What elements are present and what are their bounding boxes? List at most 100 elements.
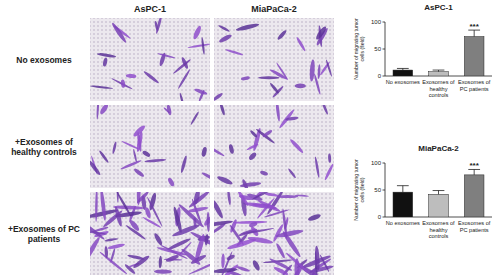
- stained-cell: [142, 150, 151, 158]
- y-tick-label: 100: [371, 160, 382, 166]
- micrograph: [90, 105, 210, 188]
- stained-cell: [166, 105, 172, 116]
- stained-cell: [228, 144, 234, 154]
- text-line: PC patients: [460, 227, 489, 233]
- stained-cell: [214, 92, 224, 101]
- text-line: healthy: [429, 86, 447, 92]
- micrograph: [214, 18, 334, 101]
- stained-cell: [143, 70, 160, 84]
- micrograph: [214, 192, 334, 275]
- stained-cell: [264, 209, 290, 218]
- stained-cell: [251, 259, 261, 271]
- stained-cell: [317, 64, 321, 79]
- stained-cell: [275, 242, 286, 259]
- stained-cell: [214, 145, 225, 157]
- stained-cell: [124, 263, 136, 275]
- text-line: No exosomes: [16, 55, 72, 65]
- stained-cell: [90, 228, 107, 235]
- y-tick: [383, 76, 386, 77]
- stained-cell: [226, 254, 236, 262]
- error-stem: [402, 186, 403, 192]
- error-stem: [438, 191, 439, 195]
- stained-cell: [120, 159, 142, 170]
- stained-cell: [177, 69, 191, 90]
- text-line: Exosomes of: [422, 220, 455, 226]
- micrograph: [214, 105, 334, 188]
- stained-cell: [136, 131, 144, 152]
- bar: [464, 37, 484, 76]
- stained-cell: [179, 93, 185, 101]
- stained-cell: [167, 237, 192, 251]
- micrograph: [90, 192, 210, 275]
- y-tick: [383, 163, 386, 164]
- stained-cell: [328, 153, 331, 162]
- error-bar: [397, 186, 409, 192]
- stained-cell: [133, 149, 138, 163]
- stained-cell: [235, 22, 259, 32]
- y-tick: [383, 190, 386, 191]
- stained-cell: [165, 254, 179, 263]
- stained-cell: [315, 25, 328, 41]
- stained-cell: [132, 254, 151, 269]
- significance: ***: [469, 161, 479, 170]
- stained-cell: [95, 192, 98, 222]
- text-line: cells (field): [359, 36, 365, 61]
- stained-cell: [237, 192, 250, 207]
- y-tick: [383, 49, 386, 50]
- figure: AsPC-1MiaPaCa-2No exosomes+Exosomes ofhe…: [0, 0, 500, 279]
- y-tick: [383, 217, 386, 218]
- y-tick: [383, 22, 386, 23]
- stained-cell: [258, 76, 280, 79]
- stained-cell: [218, 33, 233, 44]
- stained-cell: [225, 48, 244, 56]
- stained-cell: [273, 266, 289, 275]
- significance: ***: [469, 22, 479, 31]
- x-tick-label: No exosomes: [386, 220, 420, 226]
- text-line: controls: [429, 233, 449, 239]
- stained-cell: [102, 57, 108, 67]
- stained-cell: [133, 167, 145, 178]
- stained-cell: [251, 192, 274, 201]
- stained-cell: [97, 52, 117, 58]
- stained-cell: [218, 24, 230, 32]
- x-tick-label: Exosomes ofPC patients: [458, 220, 491, 233]
- stained-cell: [90, 216, 106, 240]
- stained-cell: [295, 194, 309, 197]
- stained-cell: [201, 147, 208, 158]
- stained-cell: [192, 25, 202, 40]
- stained-cell: [126, 74, 137, 79]
- stained-cell: [90, 159, 102, 176]
- bar: [393, 192, 413, 217]
- stained-cell: [233, 221, 267, 225]
- stained-cell: [314, 156, 320, 178]
- stained-cell: [204, 234, 209, 246]
- text-line: healthy: [429, 227, 447, 233]
- text-line: +Exosomes of PC: [8, 224, 80, 234]
- stained-cell: [164, 258, 183, 260]
- stained-cell: [201, 37, 205, 55]
- stained-cell: [193, 217, 197, 227]
- stained-cell: [248, 221, 257, 228]
- error-cap: [433, 190, 445, 191]
- stained-cell: [285, 116, 299, 121]
- membrane: [214, 105, 334, 188]
- stained-cell: [281, 230, 302, 258]
- error-bar: [468, 169, 480, 174]
- error-cap: [397, 185, 409, 186]
- stained-cell: [98, 150, 109, 164]
- x-tick-label: Exosomes ofhealthycontrols: [422, 220, 455, 239]
- stained-cell: [269, 82, 280, 94]
- stained-cell: [90, 85, 113, 90]
- stained-cell: [249, 129, 257, 138]
- stained-cell: [144, 158, 166, 163]
- column-header: MiaPaCa-2: [251, 4, 297, 14]
- stained-cell: [262, 129, 273, 138]
- stained-cell: [295, 84, 306, 89]
- row-label: No exosomes: [16, 55, 72, 65]
- bar: [464, 175, 484, 217]
- micrograph: [90, 18, 210, 101]
- row-label: +Exosomes of PCpatients: [8, 224, 80, 244]
- stained-cell: [285, 252, 309, 274]
- stained-cell: [111, 22, 128, 44]
- stained-cell: [107, 243, 125, 250]
